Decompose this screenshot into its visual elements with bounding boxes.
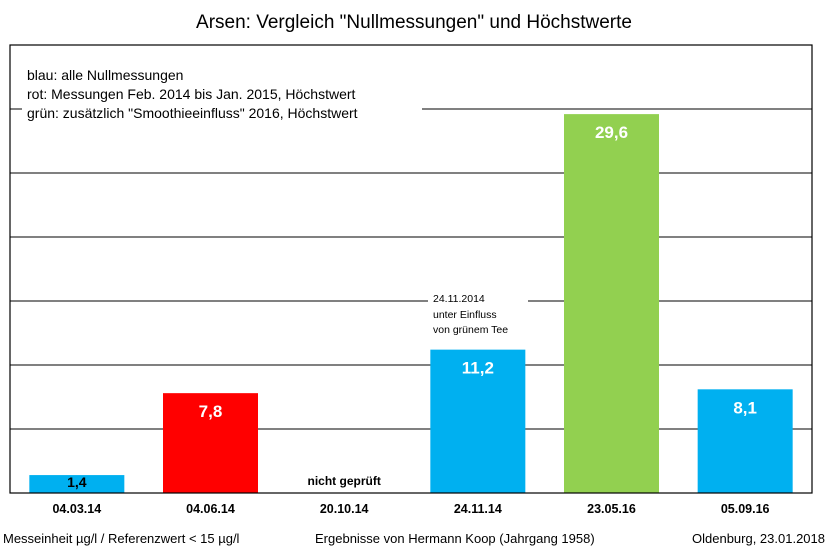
x-tick-label: 20.10.14 (320, 502, 369, 516)
legend-line-red: rot: Messungen Feb. 2014 bis Jan. 2015, … (27, 86, 356, 102)
data-label: 1,4 (67, 474, 87, 490)
bar (163, 393, 258, 493)
data-label: nicht geprüft (308, 474, 381, 488)
data-label: 8,1 (733, 398, 757, 417)
annotation-line: unter Einfluss (433, 309, 497, 321)
x-tick-label: 24.11.14 (454, 502, 502, 516)
annotation-background (428, 286, 528, 342)
legend-line-green: grün: zusätzlich "Smoothieeinfluss" 2016… (27, 105, 358, 121)
x-tick-label: 04.06.14 (186, 502, 235, 516)
footer-center: Ergebnisse von Hermann Koop (Jahrgang 19… (315, 531, 595, 546)
annotation-line: 24.11.2014 (433, 293, 485, 305)
annotation-line: von grünem Tee (433, 324, 508, 336)
data-label: 11,2 (462, 359, 494, 378)
bar (564, 114, 659, 494)
bar (29, 475, 125, 493)
legend: blau: alle Nullmessungen rot: Messungen … (27, 67, 358, 121)
legend-background (22, 60, 422, 122)
bar (697, 389, 793, 493)
annotation: 24.11.2014 unter Einfluss von grünem Tee (433, 293, 508, 336)
x-tick-label: 05.09.16 (721, 502, 770, 516)
plot-frame (9, 44, 813, 494)
x-tick-label: 23.05.16 (587, 502, 636, 516)
chart-title: Arsen: Vergleich "Nullmessungen" und Höc… (196, 12, 632, 33)
data-label: 7,8 (199, 402, 223, 421)
data-label: 29,6 (595, 123, 628, 142)
bar (430, 349, 526, 493)
gridlines (10, 108, 812, 430)
legend-line-blue: blau: alle Nullmessungen (27, 67, 183, 83)
bars (29, 114, 793, 494)
footer-left: Messeinheit µg/l / Referenzwert < 15 µg/… (3, 531, 240, 546)
footer-right: Oldenburg, 23.01.2018 (692, 531, 825, 546)
x-tick-label: 04.03.14 (52, 502, 101, 516)
